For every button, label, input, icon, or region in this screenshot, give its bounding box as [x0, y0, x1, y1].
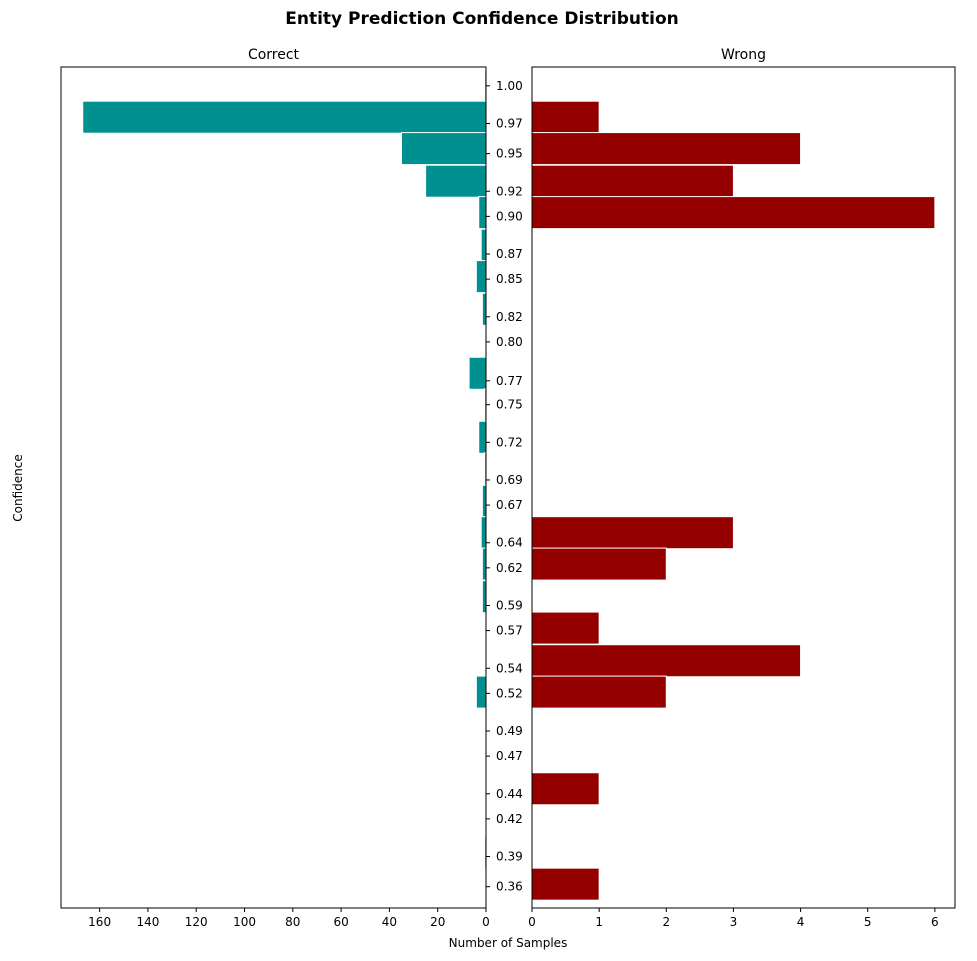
- x-tick-label-wrong-3: 3: [730, 915, 738, 929]
- x-tick-label-wrong-2: 2: [662, 915, 670, 929]
- y-tick-label-0: 1.00: [496, 79, 523, 93]
- bar-wrong-8: [531, 675, 667, 709]
- y-tick-label-15: 0.62: [496, 561, 523, 575]
- bar-correct-2: [400, 132, 487, 166]
- y-tick-label-13: 0.67: [496, 498, 523, 512]
- panel-title-wrong: Wrong: [721, 47, 766, 63]
- y-tick-label-24: 0.39: [496, 850, 523, 864]
- panel-title-correct: Correct: [248, 47, 300, 63]
- y-tick-label-7: 0.82: [496, 310, 523, 324]
- bar-wrong-6: [531, 611, 600, 645]
- y-tick-label-2: 0.95: [496, 147, 523, 161]
- bar-correct-12: [481, 484, 487, 518]
- x-tick-label-correct-2: 120: [185, 915, 208, 929]
- bar-correct-8: [468, 356, 487, 390]
- x-tick-label-correct-7: 20: [430, 915, 445, 929]
- bar-wrong-3: [531, 196, 936, 230]
- bar-correct-6: [475, 260, 487, 294]
- bar-wrong-5: [531, 547, 667, 581]
- x-tick-label-correct-6: 40: [382, 915, 397, 929]
- y-tick-label-11: 0.72: [496, 435, 523, 449]
- frame-correct: [60, 66, 487, 909]
- bar-correct-13: [480, 516, 487, 550]
- bar-correct-15: [481, 580, 487, 614]
- bar-correct-5: [480, 228, 487, 262]
- y-tick-label-9: 0.77: [496, 374, 523, 388]
- y-tick-label-23: 0.42: [496, 812, 523, 826]
- y-tick-label-14: 0.64: [496, 536, 523, 550]
- y-axis-label: Confidence: [11, 454, 25, 521]
- y-tick-label-19: 0.52: [496, 686, 523, 700]
- x-tick-label-correct-8: 0: [482, 915, 490, 929]
- x-tick-label-correct-3: 100: [233, 915, 256, 929]
- y-tick-label-4: 0.90: [496, 209, 523, 223]
- bar-wrong-9: [531, 772, 600, 806]
- x-tick-label-wrong-0: 0: [528, 915, 536, 929]
- chart-title: Entity Prediction Confidence Distributio…: [285, 9, 678, 29]
- x-axis-label: Number of Samples: [449, 936, 568, 950]
- y-tick-label-12: 0.69: [496, 473, 523, 487]
- x-tick-label-correct-1: 140: [136, 915, 159, 929]
- x-tick-label-wrong-5: 5: [864, 915, 872, 929]
- y-tick-label-1: 0.97: [496, 116, 523, 130]
- bar-wrong-10: [531, 867, 600, 901]
- y-tick-label-18: 0.54: [496, 661, 523, 675]
- bar-wrong-7: [531, 644, 802, 678]
- x-tick-label-correct-5: 60: [333, 915, 348, 929]
- bar-correct-4: [478, 196, 487, 230]
- x-tick-label-wrong-1: 1: [595, 915, 603, 929]
- bar-correct-14: [481, 547, 487, 581]
- plot-area: 1.00 0.97 0.95 0.92 0.90 0.87 0.85 0.82 0.80 0.77…: [60, 66, 956, 929]
- x-tick-label-wrong-6: 6: [931, 915, 939, 929]
- x-tick-label-correct-0: 160: [88, 915, 111, 929]
- bar-correct-10: [478, 420, 487, 454]
- y-tick-label-20: 0.49: [496, 724, 523, 738]
- bar-correct-3: [425, 164, 487, 198]
- y-tick-label-16: 0.59: [496, 598, 523, 612]
- bar-correct-1: [82, 100, 487, 134]
- y-tick-label-6: 0.85: [496, 272, 523, 286]
- bar-wrong-0: [531, 100, 600, 134]
- y-tick-label-21: 0.47: [496, 749, 523, 763]
- bar-wrong-2: [531, 164, 734, 198]
- x-tick-label-wrong-4: 4: [797, 915, 805, 929]
- bar-wrong-4: [531, 516, 734, 550]
- y-tick-label-3: 0.92: [496, 184, 523, 198]
- bar-wrong-1: [531, 132, 802, 166]
- y-tick-label-5: 0.87: [496, 247, 523, 261]
- frame-wrong: [531, 66, 956, 909]
- y-tick-label-22: 0.44: [496, 787, 523, 801]
- bar-correct-16: [475, 675, 487, 709]
- x-tick-label-correct-4: 80: [285, 915, 300, 929]
- y-tick-label-10: 0.75: [496, 398, 523, 412]
- bar-correct-7: [481, 292, 487, 326]
- y-tick-label-17: 0.57: [496, 624, 523, 638]
- y-tick-label-8: 0.80: [496, 335, 523, 349]
- y-tick-label-25: 0.36: [496, 880, 523, 894]
